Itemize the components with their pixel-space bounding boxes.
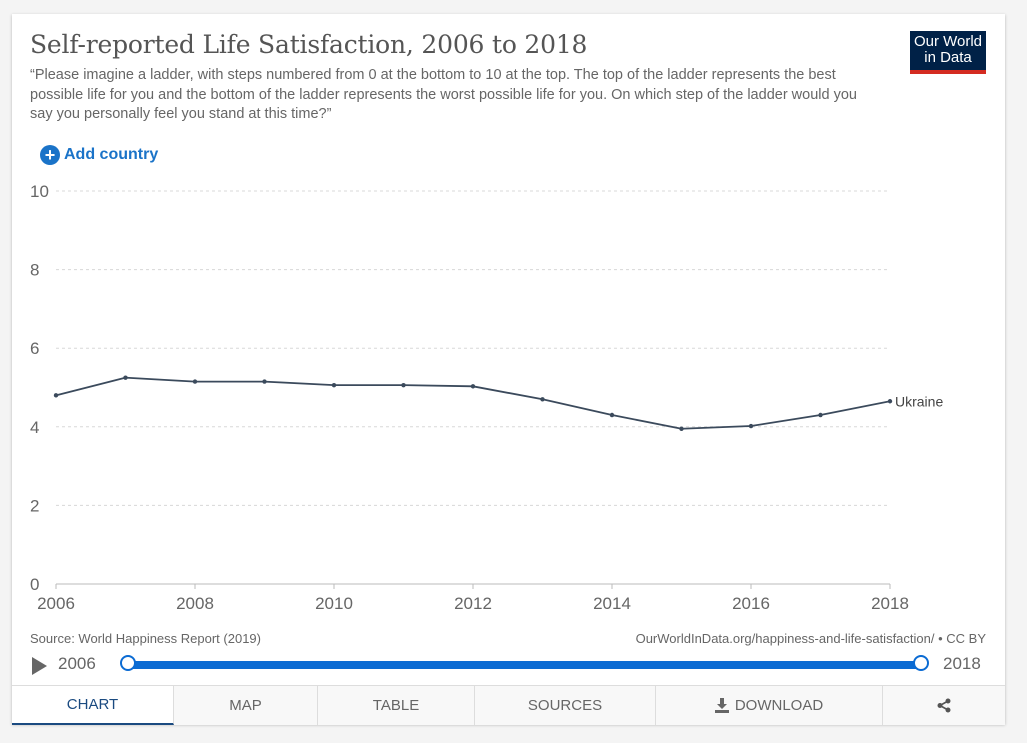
chart-series: Ukraine [53,375,943,431]
x-tick-label: 2016 [732,594,770,613]
source-note: Source: World Happiness Report (2019) [30,631,261,646]
series-label: Ukraine [895,393,943,409]
x-tick-label: 2010 [315,594,353,613]
data-point [192,379,198,384]
chart-title: Self-reported Life Satisfaction, 2006 to… [30,30,588,59]
tab-download[interactable]: DOWNLOAD [656,686,883,725]
chart-subtitle: “Please imagine a ladder, with steps num… [30,67,857,122]
x-tick-label: 2008 [176,594,214,613]
tab-map-label: MAP [229,697,262,714]
tab-chart-label: CHART [66,696,119,713]
logo-line-2: in Data [924,49,972,66]
data-point [262,379,267,384]
data-point [540,397,545,402]
data-point [123,375,128,380]
timeline-start-year: 2006 [58,654,96,673]
plus-circle-icon: + [40,145,60,165]
download-icon [714,698,729,713]
y-tick-label: 8 [30,261,39,280]
data-point [679,426,684,431]
chart-grid [56,190,890,506]
y-tick-label: 2 [30,496,39,515]
tab-table-label: TABLE [372,697,420,714]
logo-line-1: Our World [913,33,983,50]
timeline-end-handle[interactable] [913,655,929,671]
x-tick-label: 2018 [871,594,909,613]
tab-sources[interactable]: SOURCES [475,686,656,725]
data-point [818,412,823,418]
tab-share[interactable] [883,686,1005,725]
y-tick-label: 6 [30,339,39,358]
timeline-track[interactable] [124,661,923,669]
data-point [748,423,754,429]
tab-table[interactable]: TABLE [318,686,475,725]
data-point [53,393,59,398]
data-point [887,399,893,404]
tab-bar: CHART MAP TABLE SOURCES DOWNLOAD [12,685,1005,725]
timeline-slider[interactable]: 2006 2018 [30,654,988,678]
y-tick-label: 10 [30,182,49,201]
add-country-label: Add country [64,146,159,163]
x-tick-label: 2014 [593,594,631,613]
timeline-start-handle[interactable] [120,655,136,671]
chart-card: Self-reported Life Satisfaction, 2006 to… [12,14,1005,725]
data-point [331,382,337,388]
share-icon [937,698,951,713]
tab-chart[interactable]: CHART [12,686,174,725]
tab-download-label: DOWNLOAD [734,697,824,714]
y-tick-label: 0 [30,575,39,594]
timeline-end-year: 2018 [943,654,981,673]
add-country-button[interactable]: + Add country [40,145,158,165]
play-icon[interactable] [32,657,47,675]
x-tick-label: 2012 [454,594,492,613]
y-tick-label: 4 [30,418,39,437]
tab-sources-label: SOURCES [527,697,603,714]
data-point [401,382,406,388]
source-url-link[interactable]: OurWorldInData.org/happiness-and-life-sa… [635,631,986,646]
chart-axes: 0 2 4 6 8 10 2006 2008 2010 2012 2014 2016 2018 [30,182,909,613]
tab-map[interactable]: MAP [174,686,318,725]
x-tick-label: 2006 [37,594,75,613]
owid-logo[interactable]: Our World in Data [910,31,986,74]
data-point [609,412,615,418]
data-point [470,384,476,389]
line-chart: 0 2 4 6 8 10 2006 2008 2010 2012 2014 2016 2018 Ukra… [30,182,943,613]
